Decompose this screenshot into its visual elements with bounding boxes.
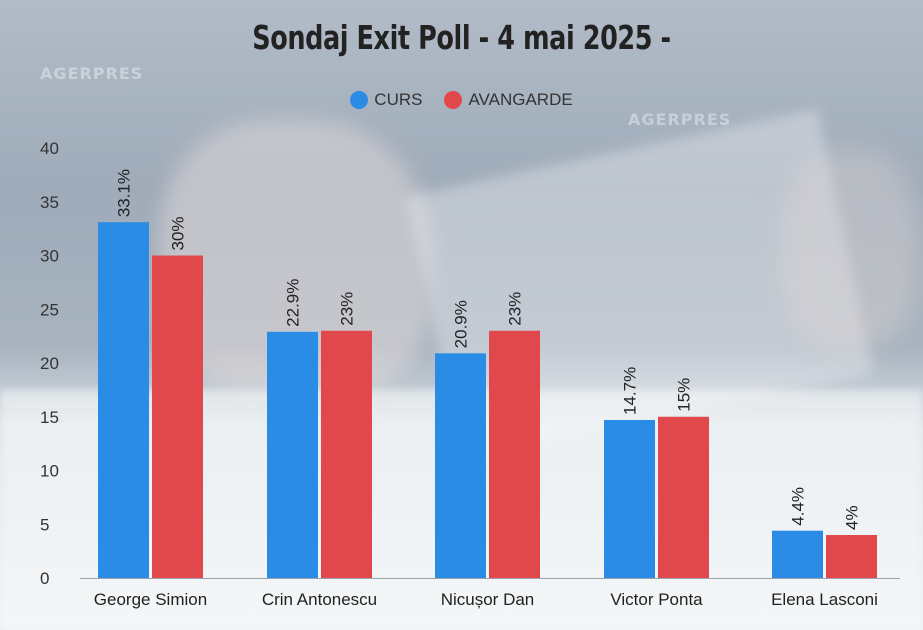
x-category-label: Nicușor Dan (441, 590, 535, 609)
legend-item-avangarde[interactable]: AVANGARDE (444, 90, 573, 110)
data-label: 23% (338, 292, 357, 326)
data-label: 4% (843, 505, 862, 530)
bar-avangarde (658, 416, 709, 578)
y-tick-label: 0 (40, 569, 49, 588)
legend-swatch-curs (350, 91, 369, 109)
y-tick-label: 15 (40, 408, 59, 427)
data-label: 4.4% (789, 487, 808, 526)
y-tick-label: 25 (40, 300, 59, 319)
data-label: 20.9% (452, 300, 471, 348)
x-category-label: Victor Ponta (610, 590, 703, 609)
watermark-logo: AGERPRES (628, 110, 732, 129)
bar-curs (98, 222, 149, 579)
legend-label-avangarde: AVANGARDE (468, 90, 573, 109)
legend-label-curs: CURS (374, 90, 423, 109)
data-label: 30% (169, 216, 188, 250)
data-label: 22.9% (284, 279, 303, 327)
y-tick-label: 30 (40, 247, 59, 266)
legend-swatch-avangarde (444, 91, 463, 109)
watermark-logo: AGERPRES (40, 64, 144, 83)
chart-legend: CURS AVANGARDE (0, 90, 923, 110)
bar-avangarde (489, 330, 540, 578)
x-category-label: George Simion (94, 590, 207, 609)
data-label: 23% (506, 292, 525, 326)
background-hand-shape-right (780, 150, 920, 350)
bar-curs (267, 331, 318, 578)
x-category-label: Elena Lasconi (771, 590, 878, 609)
y-tick-label: 20 (40, 354, 59, 373)
bar-curs (772, 530, 823, 578)
y-tick-label: 5 (40, 515, 49, 534)
x-category-label: Crin Antonescu (262, 590, 377, 609)
data-label: 33.1% (115, 169, 134, 217)
bar-curs (435, 353, 486, 578)
bar-avangarde (152, 255, 203, 578)
y-tick-label: 10 (40, 462, 59, 481)
data-label: 15% (675, 378, 694, 412)
bar-avangarde (321, 330, 372, 578)
y-tick-label: 40 (40, 139, 59, 158)
bar-avangarde (826, 535, 877, 578)
bar-curs (604, 419, 655, 578)
data-label: 14.7% (621, 367, 640, 415)
legend-item-curs[interactable]: CURS (350, 90, 422, 110)
y-tick-label: 35 (40, 193, 59, 212)
chart-title: Sondaj Exit Poll - 4 mai 2025 - (252, 18, 671, 57)
